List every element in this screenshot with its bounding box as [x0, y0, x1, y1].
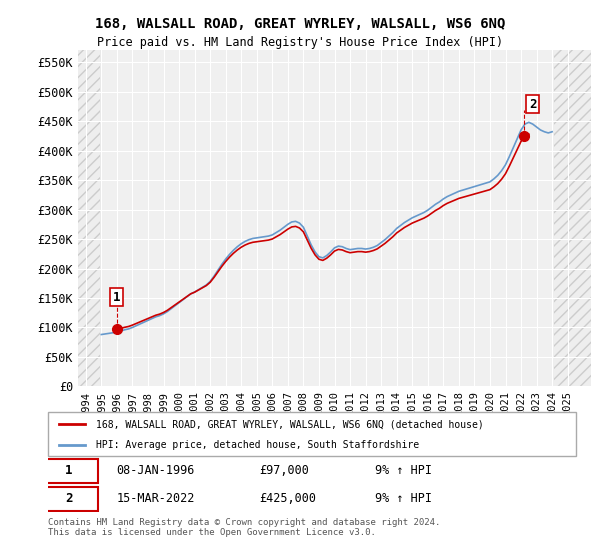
Text: 1: 1 [65, 464, 73, 478]
Text: 168, WALSALL ROAD, GREAT WYRLEY, WALSALL, WS6 6NQ: 168, WALSALL ROAD, GREAT WYRLEY, WALSALL… [95, 17, 505, 31]
Text: 2: 2 [529, 97, 536, 110]
Text: Price paid vs. HM Land Registry's House Price Index (HPI): Price paid vs. HM Land Registry's House … [97, 36, 503, 49]
FancyBboxPatch shape [40, 459, 98, 483]
Bar [78, 50, 100, 386]
Text: 08-JAN-1996: 08-JAN-1996 [116, 464, 195, 478]
Text: 2: 2 [65, 492, 73, 506]
Bar [554, 50, 591, 386]
Text: 9% ↑ HPI: 9% ↑ HPI [376, 464, 433, 478]
FancyBboxPatch shape [40, 487, 98, 511]
Text: 1: 1 [113, 291, 121, 304]
Text: Contains HM Land Registry data © Crown copyright and database right 2024.
This d: Contains HM Land Registry data © Crown c… [48, 518, 440, 538]
FancyBboxPatch shape [48, 412, 576, 456]
Text: 168, WALSALL ROAD, GREAT WYRLEY, WALSALL, WS6 6NQ (detached house): 168, WALSALL ROAD, GREAT WYRLEY, WALSALL… [95, 419, 483, 429]
Bar [78, 50, 100, 386]
Text: HPI: Average price, detached house, South Staffordshire: HPI: Average price, detached house, Sout… [95, 440, 419, 450]
Text: 9% ↑ HPI: 9% ↑ HPI [376, 492, 433, 506]
Text: £425,000: £425,000 [259, 492, 316, 506]
Text: 15-MAR-2022: 15-MAR-2022 [116, 492, 195, 506]
Bar [554, 50, 591, 386]
Text: £97,000: £97,000 [259, 464, 309, 478]
